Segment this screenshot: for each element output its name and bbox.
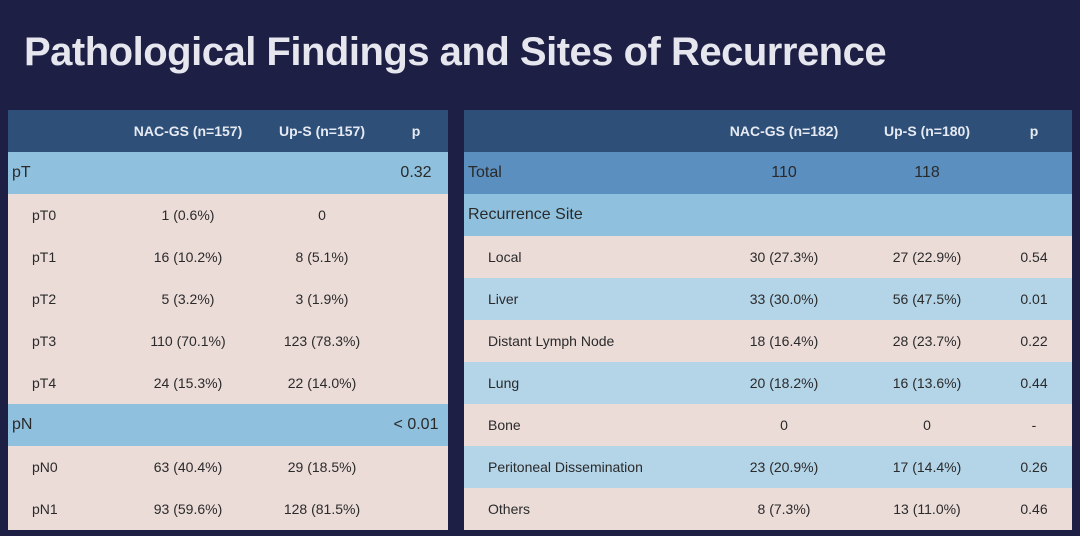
p-value: 0.26 <box>1020 459 1048 475</box>
nac-gs-value: 33 (30.0%) <box>749 291 819 307</box>
row-label: pT4 <box>32 375 57 391</box>
section-row-pn: pN < 0.01 <box>8 404 448 446</box>
table-row: Others 8 (7.3%) 13 (11.0%) 0.46 <box>464 488 1072 530</box>
up-s-value: 56 (47.5%) <box>892 291 962 307</box>
nac-gs-value: 5 (3.2%) <box>161 291 215 307</box>
p-value: < 0.01 <box>393 416 439 433</box>
table-row: pN0 63 (40.4%) 29 (18.5%) <box>8 446 448 488</box>
p-value: 0.01 <box>1020 291 1048 307</box>
table-row: pT4 24 (15.3%) 22 (14.0%) <box>8 362 448 404</box>
row-label: Lung <box>488 375 520 391</box>
recurrence-sites-table: NAC-GS (n=182) Up-S (n=180) p Total 110 … <box>464 110 1072 530</box>
table-row: Distant Lymph Node 18 (16.4%) 28 (23.7%) 0.… <box>464 320 1072 362</box>
table-row: Peritoneal Dissemination 23 (20.9%) 17 (14… <box>464 446 1072 488</box>
up-s-value: 16 (13.6%) <box>892 375 962 391</box>
p-value: 0.46 <box>1020 501 1048 517</box>
nac-gs-value: 110 <box>771 164 797 181</box>
p-value: 0.32 <box>400 164 432 181</box>
table-row: Liver 33 (30.0%) 56 (47.5%) 0.01 <box>464 278 1072 320</box>
nac-gs-value: 23 (20.9%) <box>749 459 819 475</box>
row-label: Distant Lymph Node <box>488 333 615 349</box>
table-row: pT1 16 (10.2%) 8 (5.1%) <box>8 236 448 278</box>
up-s-value: 22 (14.0%) <box>287 375 357 391</box>
row-label: pT1 <box>32 249 57 265</box>
header-up-s: Up-S (n=157) <box>279 123 365 139</box>
header-p: p <box>1029 123 1039 139</box>
table-header: NAC-GS (n=157) Up-S (n=157) p <box>8 110 448 152</box>
row-label: Local <box>488 249 522 265</box>
up-s-value: 8 (5.1%) <box>295 249 349 265</box>
row-label: Peritoneal Dissemination <box>488 459 643 475</box>
section-label: Recurrence Site <box>468 206 583 223</box>
up-s-value: 118 <box>914 164 940 181</box>
p-value: 0.54 <box>1020 249 1048 265</box>
section-label: pT <box>12 164 31 181</box>
nac-gs-value: 18 (16.4%) <box>749 333 819 349</box>
table-row: Local 30 (27.3%) 27 (22.9%) 0.54 <box>464 236 1072 278</box>
nac-gs-value: 30 (27.3%) <box>749 249 819 265</box>
up-s-value: 0 <box>923 417 931 433</box>
up-s-value: 13 (11.0%) <box>893 501 961 517</box>
up-s-value: 0 <box>318 207 326 223</box>
up-s-value: 128 (81.5%) <box>283 501 361 517</box>
nac-gs-value: 93 (59.6%) <box>153 501 223 517</box>
up-s-value: 123 (78.3%) <box>283 333 361 349</box>
nac-gs-value: 16 (10.2%) <box>153 249 223 265</box>
row-label: pT0 <box>32 207 57 223</box>
table-row: pT3 110 (70.1%) 123 (78.3%) <box>8 320 448 362</box>
header-p: p <box>411 123 421 139</box>
row-label: pT3 <box>32 333 57 349</box>
row-label: pN0 <box>32 459 58 475</box>
up-s-value: 29 (18.5%) <box>287 459 357 475</box>
total-row: Total 110 118 <box>464 152 1072 194</box>
row-label: pN1 <box>32 501 58 517</box>
table-row: Bone 0 0 - <box>464 404 1072 446</box>
header-up-s: Up-S (n=180) <box>884 123 970 139</box>
nac-gs-value: 63 (40.4%) <box>153 459 223 475</box>
section-row-pt: pT 0.32 <box>8 152 448 194</box>
p-value: 0.22 <box>1020 333 1048 349</box>
nac-gs-value: 20 (18.2%) <box>749 375 819 391</box>
table-row: pN1 93 (59.6%) 128 (81.5%) <box>8 488 448 530</box>
row-label: Liver <box>488 291 519 307</box>
table-header: NAC-GS (n=182) Up-S (n=180) p <box>464 110 1072 152</box>
header-nac-gs: NAC-GS (n=157) <box>133 123 243 139</box>
section-label: pN <box>12 416 33 433</box>
slide-title: Pathological Findings and Sites of Recur… <box>24 30 887 74</box>
nac-gs-value: 8 (7.3%) <box>757 501 811 517</box>
table-row: Lung 20 (18.2%) 16 (13.6%) 0.44 <box>464 362 1072 404</box>
nac-gs-value: 1 (0.6%) <box>161 207 215 223</box>
table-row: pT2 5 (3.2%) 3 (1.9%) <box>8 278 448 320</box>
nac-gs-value: 110 (70.1%) <box>150 333 226 349</box>
row-label: Total <box>468 164 502 181</box>
pathological-findings-table: NAC-GS (n=157) Up-S (n=157) p pT 0.32 pT0 1… <box>8 110 448 530</box>
p-value: - <box>1031 417 1037 433</box>
section-row-recurrence-site: Recurrence Site <box>464 194 1072 236</box>
p-value: 0.44 <box>1020 375 1048 391</box>
nac-gs-value: 0 <box>780 417 788 433</box>
row-label: Bone <box>488 417 521 433</box>
row-label: pT2 <box>32 291 57 307</box>
up-s-value: 28 (23.7%) <box>892 333 962 349</box>
nac-gs-value: 24 (15.3%) <box>153 375 223 391</box>
up-s-value: 17 (14.4%) <box>892 459 962 475</box>
row-label: Others <box>488 501 531 517</box>
up-s-value: 3 (1.9%) <box>295 291 349 307</box>
table-row: pT0 1 (0.6%) 0 <box>8 194 448 236</box>
header-nac-gs: NAC-GS (n=182) <box>729 123 839 139</box>
up-s-value: 27 (22.9%) <box>892 249 962 265</box>
